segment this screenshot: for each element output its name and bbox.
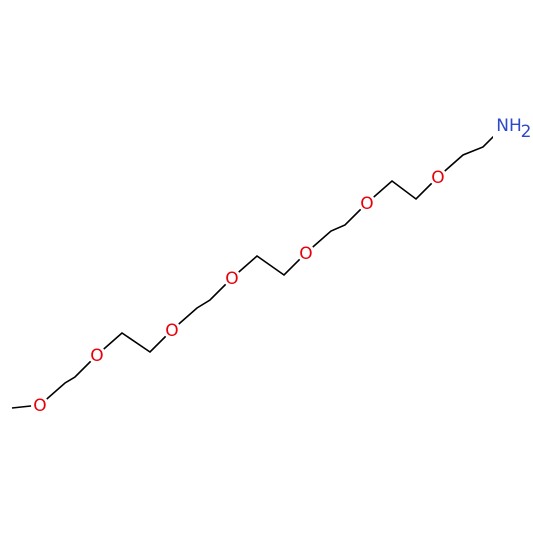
oxygen-label: O <box>225 269 238 289</box>
amine-label: NH <box>496 116 522 136</box>
bond-chain <box>11 124 506 409</box>
atom-background <box>223 269 241 287</box>
amine-subscript: 2 <box>521 122 532 142</box>
oxygen-label: O <box>33 396 46 416</box>
oxygen-label: O <box>90 346 103 366</box>
atom-background <box>297 244 315 262</box>
atom-background <box>493 114 529 138</box>
atom-background <box>429 168 447 186</box>
oxygen-label: O <box>299 244 312 264</box>
atom-background <box>163 321 181 339</box>
atom-background <box>88 346 106 364</box>
oxygen-label: O <box>360 194 373 214</box>
atom-background <box>31 396 49 414</box>
atom-background <box>358 194 376 212</box>
oxygen-label: O <box>431 168 444 188</box>
oxygen-label: O <box>165 321 178 341</box>
